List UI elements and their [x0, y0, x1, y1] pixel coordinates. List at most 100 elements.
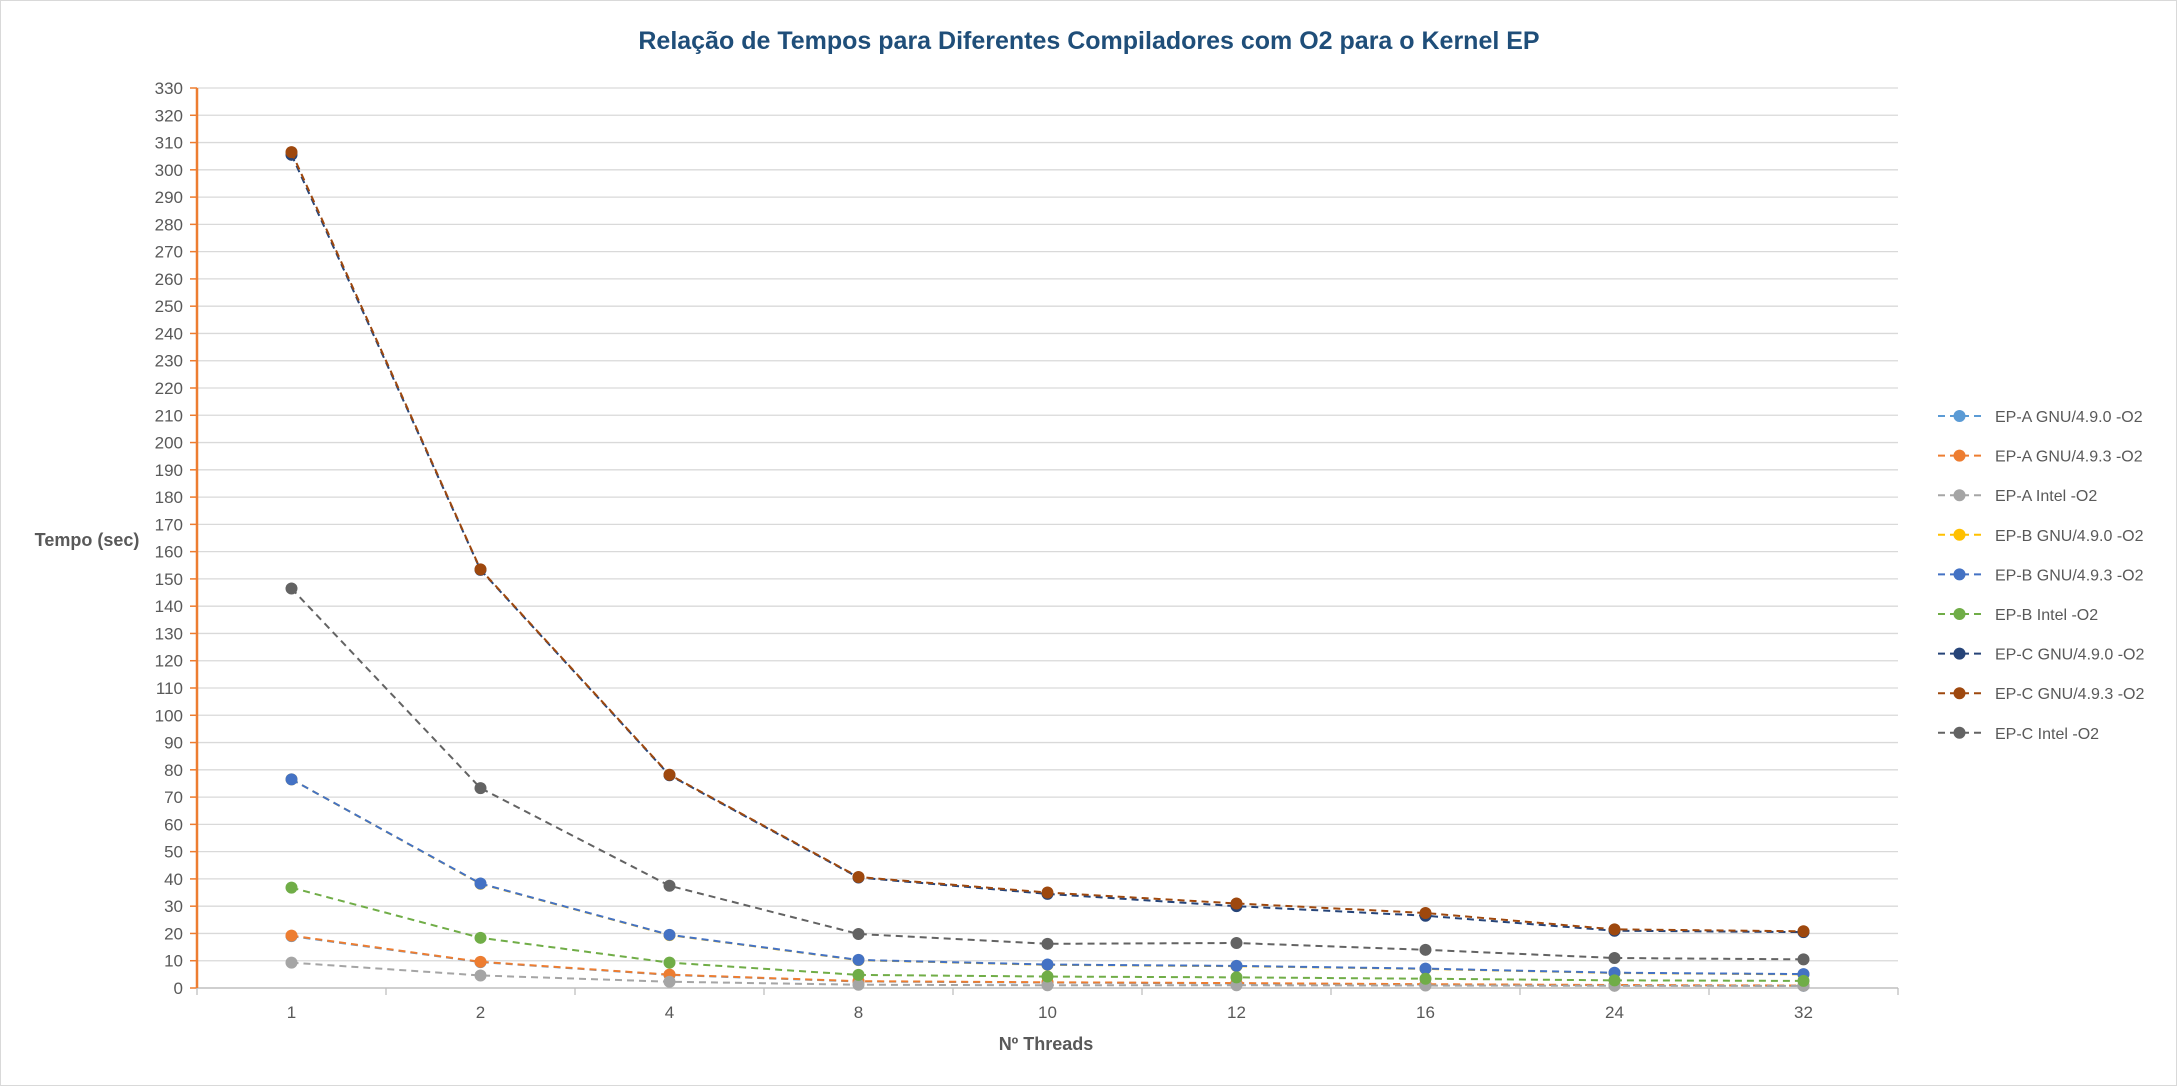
y-tick-label: 40 [164, 870, 183, 889]
data-point [474, 782, 487, 795]
legend-label: EP-B Intel -O2 [1995, 607, 2098, 624]
y-tick-label: 310 [155, 134, 183, 153]
x-axis-title: Nº Threads [999, 1034, 1094, 1054]
y-tick-label: 210 [155, 406, 183, 425]
data-point [1797, 925, 1810, 938]
x-tick-label: 4 [665, 1003, 674, 1022]
x-tick-label: 24 [1605, 1003, 1624, 1022]
y-tick-label: 180 [155, 488, 183, 507]
y-tick-label: 100 [155, 706, 183, 725]
legend-item: EP-B GNU/4.9.3 -O2 [1938, 567, 2144, 584]
data-point [1041, 979, 1054, 992]
legend-item: EP-B Intel -O2 [1938, 607, 2098, 624]
series-8 [285, 146, 1810, 938]
legend-marker [1953, 489, 1966, 502]
data-point [1419, 907, 1432, 919]
legend-marker [1953, 568, 1966, 581]
legend-marker [1953, 528, 1966, 541]
y-tick-label: 70 [164, 788, 183, 807]
data-point [1797, 953, 1810, 966]
y-tick-labels: 0 10 20 30 40 50 60 70 80 90 100 110 120 130 140 150 160… [155, 79, 183, 998]
y-tick-label: 150 [155, 570, 183, 589]
legend-marker [1953, 726, 1966, 739]
data-point [1041, 886, 1054, 899]
y-tick-label: 110 [156, 679, 183, 698]
legend-marker [1953, 608, 1966, 620]
data-point [663, 975, 676, 988]
y-tick-label: 60 [164, 815, 183, 834]
legend-label: EP-A GNU/4.9.3 -O2 [1995, 449, 2143, 466]
data-point [1419, 972, 1432, 985]
data-point [663, 879, 676, 892]
series-5 [285, 773, 1810, 981]
y-tick-label: 140 [155, 597, 183, 616]
data-point [285, 582, 298, 595]
y-axis-title: Tempo (sec) [35, 530, 140, 550]
series-line [290, 154, 1804, 934]
series-line [291, 778, 1804, 976]
data-point [474, 955, 487, 968]
data-point [1608, 923, 1621, 936]
data-point [1041, 970, 1054, 983]
x-tick-label: 12 [1227, 1003, 1246, 1022]
y-tick-label: 300 [155, 161, 183, 180]
y-tick-label: 200 [155, 434, 183, 453]
y-tick-label: 260 [155, 270, 183, 289]
legend-marker [1953, 647, 1966, 660]
y-tick-label: 220 [155, 379, 183, 398]
legend-item: EP-A GNU/4.9.3 -O2 [1938, 449, 2143, 466]
y-tick-label: 130 [155, 624, 183, 643]
data-point [1608, 952, 1621, 964]
y-tick-label: 160 [155, 543, 183, 562]
x-tick-label: 32 [1794, 1003, 1813, 1022]
data-point [1230, 971, 1243, 984]
data-point [1419, 943, 1432, 956]
series-7 [285, 148, 1810, 939]
legend-item: EP-C GNU/4.9.3 -O2 [1938, 686, 2144, 703]
series-line [290, 151, 1804, 933]
legend-label: EP-C Intel -O2 [1995, 726, 2099, 743]
data-point [663, 768, 676, 781]
series-line [290, 587, 1804, 961]
legend-item: EP-B GNU/4.9.0 -O2 [1938, 528, 2144, 545]
data-point [285, 929, 298, 942]
data-point [474, 877, 487, 890]
data-point [474, 931, 487, 944]
data-point [285, 146, 298, 159]
y-tick-label: 320 [155, 106, 183, 125]
legend-label: EP-C GNU/4.9.0 -O2 [1995, 647, 2144, 664]
x-tick-label: 16 [1416, 1003, 1435, 1022]
data-point [852, 953, 865, 966]
data-point [474, 563, 487, 576]
x-tick-label: 10 [1038, 1003, 1057, 1022]
y-tick-label: 80 [164, 761, 183, 780]
y-tick-label: 290 [155, 188, 183, 207]
y-tick-label: 120 [155, 652, 183, 671]
data-point [1419, 962, 1432, 975]
legend-item: EP-C GNU/4.9.0 -O2 [1938, 647, 2144, 664]
y-tick-label: 250 [155, 297, 183, 316]
series-6 [285, 881, 1810, 987]
data-point [285, 956, 298, 969]
data-point [285, 881, 298, 894]
legend-marker [1953, 449, 1966, 462]
legend-item: EP-C Intel -O2 [1938, 726, 2099, 743]
data-point [1230, 897, 1243, 910]
data-point [852, 928, 865, 940]
y-tick-label: 240 [155, 324, 183, 343]
x-tick-labels: 1 2 4 8 10 12 16 24 32 [287, 1003, 1813, 1022]
chart-title: Relação de Tempos para Diferentes Compil… [638, 27, 1539, 55]
legend-label: EP-B GNU/4.9.3 -O2 [1995, 567, 2144, 584]
data-point [663, 928, 676, 941]
legend: EP-A GNU/4.9.0 -O2 EP-A GNU/4.9.3 -O2 EP-A… [1938, 409, 2144, 743]
y-tick-label: 230 [155, 352, 183, 371]
legend-item: EP-A Intel -O2 [1938, 488, 2097, 505]
x-tick-label: 2 [476, 1003, 485, 1022]
legend-label: EP-A GNU/4.9.0 -O2 [1995, 409, 2143, 426]
legend-item: EP-A GNU/4.9.0 -O2 [1938, 409, 2143, 426]
legend-label: EP-C GNU/4.9.3 -O2 [1995, 686, 2144, 703]
y-tick-label: 30 [164, 897, 183, 916]
data-point [852, 871, 865, 883]
y-tick-label: 280 [155, 215, 183, 234]
